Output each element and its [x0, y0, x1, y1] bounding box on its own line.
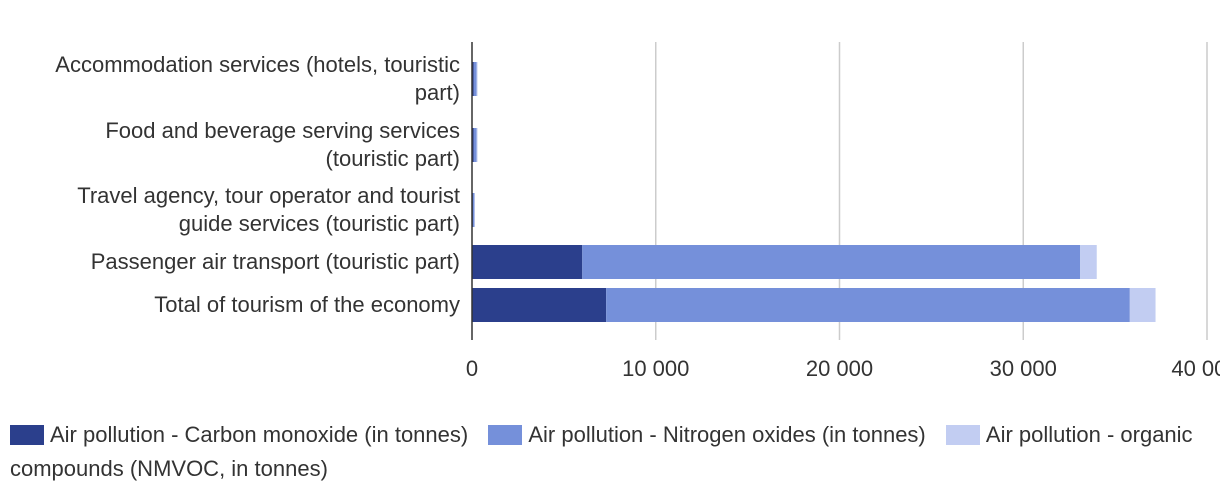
bar-segment: [476, 128, 478, 162]
bar-segment: [472, 193, 475, 227]
legend: Air pollution - Carbon monoxide (in tonn…: [10, 418, 1210, 486]
category-label-line: Food and beverage serving services: [105, 118, 460, 143]
category-label-line: (touristic part): [325, 146, 460, 171]
category-label-line: guide services (touristic part): [178, 211, 460, 236]
bar-segment: [1080, 245, 1097, 279]
bar-segment: [1129, 288, 1156, 322]
bar-segment: [473, 128, 477, 162]
category-label-line: Passenger air transport (touristic part): [90, 249, 460, 274]
legend-swatch: [10, 425, 44, 445]
bar-segment: [474, 193, 475, 227]
bar-segment: [472, 245, 583, 279]
legend-label: Air pollution - organic compounds (NMVOC…: [10, 422, 1193, 481]
category-label: Travel agency, tour operator and tourist…: [0, 182, 460, 238]
x-tick-label: 40 000: [1171, 356, 1220, 381]
legend-swatch: [488, 425, 523, 445]
legend-item: Air pollution - organic compounds (NMVOC…: [10, 422, 1193, 481]
bar-segment: [606, 288, 1130, 322]
legend-item: Air pollution - Nitrogen oxides (in tonn…: [488, 422, 926, 447]
category-label: Food and beverage serving services (touri…: [0, 117, 460, 173]
chart: 0 10 000 20 000 30 000 40 000: [466, 42, 1220, 381]
category-label-line: Accommodation services (hotels, touristi…: [55, 52, 460, 77]
bar-segment: [472, 128, 474, 162]
legend-swatch: [945, 425, 980, 445]
category-label: Total of tourism of the economy: [0, 291, 460, 319]
category-label: Passenger air transport (touristic part): [0, 248, 460, 276]
category-label-line: Travel agency, tour operator and tourist: [77, 183, 460, 208]
category-label-line: part): [414, 80, 460, 105]
bar-segment: [476, 62, 478, 96]
bar-segment: [473, 62, 477, 96]
legend-label: Air pollution - Nitrogen oxides (in tonn…: [528, 422, 926, 447]
legend-label: Air pollution - Carbon monoxide (in tonn…: [50, 422, 469, 447]
x-tick-label: 20 000: [806, 356, 873, 381]
legend-item: Air pollution - Carbon monoxide (in tonn…: [10, 422, 468, 447]
bar-segment: [582, 245, 1081, 279]
category-label-line: Total of tourism of the economy: [154, 292, 460, 317]
category-label: Accommodation services (hotels, touristi…: [0, 51, 460, 107]
bar-segment: [472, 288, 607, 322]
x-tick-label: 10 000: [622, 356, 689, 381]
x-tick-label: 30 000: [990, 356, 1057, 381]
bar-segment: [472, 62, 474, 96]
x-tick-label: 0: [466, 356, 478, 381]
